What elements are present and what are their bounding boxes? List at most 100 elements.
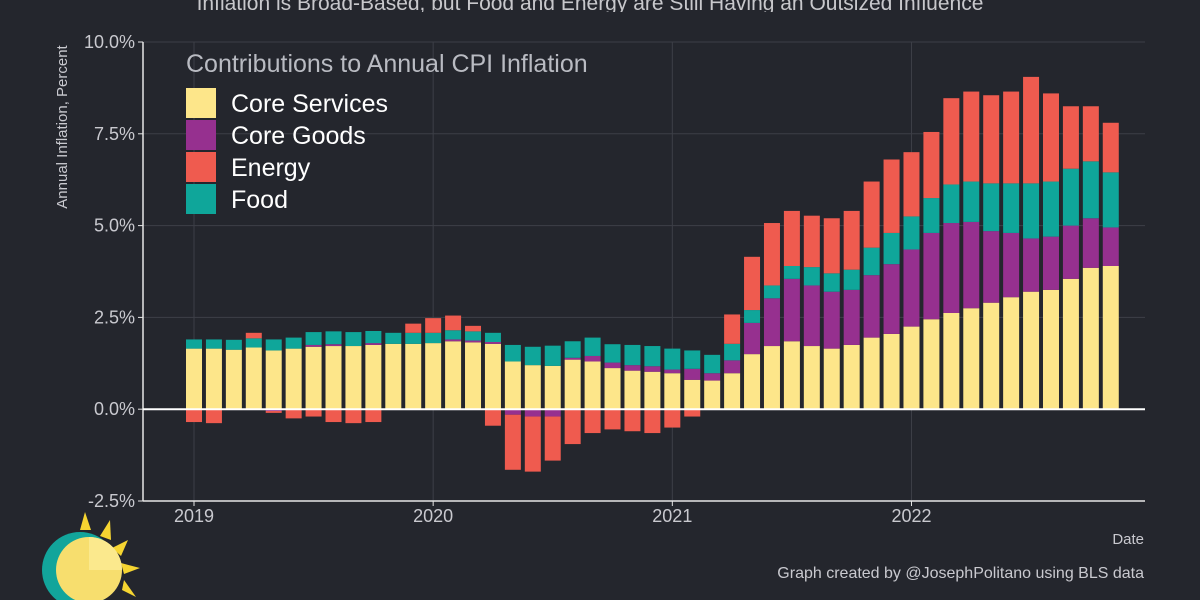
x-tick-labels: 2019 2020 2021 2022 [174,501,932,526]
bar-core-services [704,380,721,410]
bar-core-services [604,368,621,410]
bar-core-services [923,319,940,410]
y-tick-label: 2.5% [94,307,135,327]
bar-energy [1062,106,1079,169]
bar-core-goods [644,366,661,372]
bar-energy [186,409,202,423]
bar-food [1042,181,1059,237]
bar-core-goods [584,355,601,362]
bar-core-goods [763,298,780,347]
bar-energy [544,416,561,461]
y-tick-label: -2.5% [88,491,135,511]
bar-food [225,339,242,350]
bar-core-services [823,348,840,410]
bar-core-services [684,379,701,410]
bar-core-services [783,341,800,410]
bar-core-services [544,365,561,410]
bar-core-goods [903,249,920,327]
bar-food [1102,172,1119,228]
bar-food [863,247,880,276]
bar-core-goods [724,360,741,374]
bar-core-goods [504,409,521,415]
y-tick-labels: -2.5% 0.0% 2.5% 5.0% 7.5% 10.0% [84,32,143,511]
bar-energy [365,409,382,423]
chart-title: Inflation is Broad-Based, but Food and E… [197,0,984,15]
bar-energy [903,152,920,217]
bar-core-services [325,346,342,410]
bar-energy [445,315,462,331]
bar-food [1082,161,1099,219]
bar-food [186,339,202,349]
bar-core-goods [883,264,900,334]
bar-core-services [1042,289,1059,410]
legend-label: Core Services [231,90,388,118]
bar-energy [325,409,342,423]
bar-energy [724,314,741,344]
bar-food [584,337,601,356]
sun-logo-icon [42,512,140,600]
bar-core-goods [704,373,721,381]
bar-energy [1023,76,1040,184]
y-axis-label: Annual Inflation, Percent [54,44,71,208]
bar-energy [245,332,262,339]
bar-core-services [186,348,202,410]
bar-core-services [365,344,382,410]
bar-energy [1003,91,1020,184]
bar-core-goods [305,344,322,347]
bar-core-goods [365,343,382,345]
bar-food [983,183,1000,232]
bar-core-services [903,326,920,410]
bar-core-goods [783,278,800,342]
bar-core-goods [1023,238,1040,292]
bar-core-services [265,350,282,410]
bar-energy [1082,106,1099,162]
bar-core-services [465,342,482,410]
bar-energy [823,218,840,274]
bar-core-goods [544,409,561,417]
bar-core-services [644,371,661,410]
bar-food [943,184,960,224]
bar-energy [285,409,302,419]
bar-energy [205,409,222,424]
bar-food [564,341,581,358]
bar-core-services [1023,291,1040,410]
bar-food [883,232,900,265]
bar-food [205,339,222,349]
bar-core-services [345,346,362,410]
legend-swatch [186,120,216,150]
credit-text: Graph created by @JosephPolitano using B… [777,565,1144,582]
bar-food [803,267,820,286]
bar-food [425,332,442,344]
bar-energy [425,318,442,333]
bar-energy [305,409,322,417]
bar-core-goods [604,362,621,369]
bar-food [345,332,362,347]
bar-food [1023,183,1040,239]
bar-core-services [744,354,761,410]
bar-food [624,344,641,366]
bar-core-goods [983,231,1000,303]
bar-food [325,331,342,345]
axes [142,42,1145,502]
x-tick-label: 2019 [174,506,214,526]
bar-energy [943,98,960,185]
bar-food [684,350,701,369]
bar-food [445,330,462,340]
bar-food [365,330,382,344]
bar-core-services [1003,297,1020,410]
bar-energy [684,409,701,417]
bar-food [724,343,741,361]
bar-core-services [524,365,541,410]
bar-food [664,348,681,370]
bar-food [305,332,322,345]
bar-core-services [405,343,422,410]
y-tick-label: 7.5% [94,124,135,144]
bar-food [763,285,780,299]
bar-food [405,332,422,344]
bar-core-goods [1102,227,1119,266]
bar-energy [763,223,780,286]
bar-energy [843,210,860,270]
x-tick-label: 2021 [652,506,692,526]
bar-energy [564,409,581,445]
bar-core-goods [963,221,980,309]
